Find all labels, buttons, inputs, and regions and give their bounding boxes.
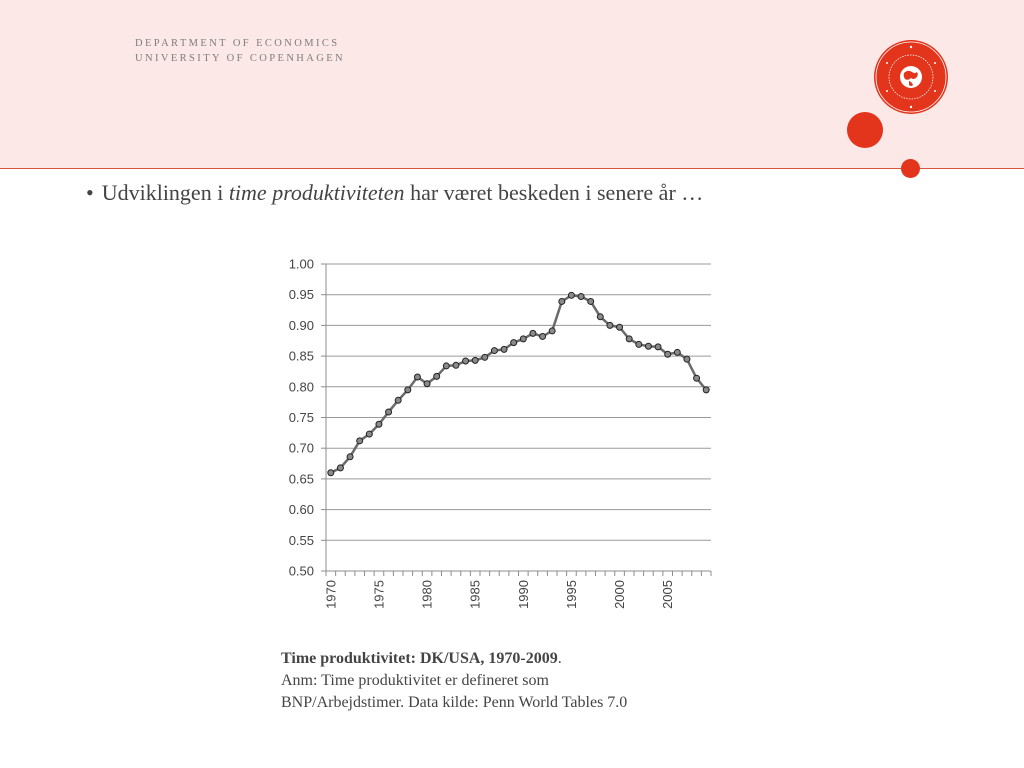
chart-caption: Time produktivitet: DK/USA, 1970-2009. A…	[281, 648, 761, 714]
data-point	[375, 420, 383, 428]
data-point	[433, 372, 441, 380]
data-point	[336, 464, 344, 472]
x-tick-label: 1985	[468, 580, 483, 609]
y-tick-label: 1.00	[289, 257, 314, 272]
y-tick-label: 0.85	[289, 349, 314, 364]
x-tick-label: 2000	[612, 580, 627, 609]
bullet-text-end: har været beskeden i senere år …	[404, 180, 704, 205]
bullet-text-start: Udviklingen i	[101, 180, 229, 205]
university-line: UNIVERSITY OF COPENHAGEN	[135, 53, 346, 64]
data-point	[654, 343, 662, 351]
data-point	[702, 386, 710, 394]
data-point	[365, 430, 373, 438]
y-tick-label: 0.75	[289, 410, 314, 425]
data-point	[500, 345, 508, 353]
data-point	[625, 335, 633, 343]
data-point	[664, 350, 672, 358]
data-point	[587, 297, 595, 305]
header-band: DEPARTMENT OF ECONOMICS UNIVERSITY OF CO…	[0, 0, 1024, 169]
productivity-line-chart: 0.50 0.55 0.60 0.65 0.70 0.75 0.80 0.85 0.90 0.95…	[289, 257, 712, 609]
x-tick-label: 1970	[323, 580, 338, 609]
data-point	[616, 323, 624, 331]
x-tick-label: 1995	[564, 580, 579, 609]
y-tick-label: 0.60	[289, 502, 314, 517]
x-tick-label: 1975	[371, 580, 386, 609]
data-point	[644, 342, 652, 350]
data-point	[548, 327, 556, 335]
university-seal-icon	[874, 40, 948, 114]
data-point	[635, 340, 643, 348]
y-tick-label: 0.55	[289, 533, 314, 548]
data-point	[462, 357, 470, 365]
caption-source: BNP/Arbejdstimer. Data kilde: Penn World…	[281, 694, 628, 711]
caption-title-suffix: .	[557, 650, 562, 667]
caption-title: Time produktivitet: DK/USA, 1970-2009	[281, 650, 558, 667]
data-point	[481, 353, 489, 361]
x-tick-label: 1990	[516, 580, 531, 609]
decorative-dot-large	[847, 112, 883, 148]
data-point	[413, 373, 421, 381]
x-tick-label: 1980	[420, 580, 435, 609]
data-point	[471, 356, 479, 364]
bullet-point: • Udviklingen i time produktiviteten har …	[86, 180, 703, 206]
data-point	[404, 386, 412, 394]
y-tick-label: 0.95	[289, 287, 314, 302]
department-line: DEPARTMENT OF ECONOMICS	[135, 38, 340, 49]
data-point	[510, 339, 518, 347]
data-point	[693, 374, 701, 382]
bullet-mark: •	[86, 180, 94, 205]
y-tick-label: 0.90	[289, 318, 314, 333]
y-tick-label: 0.80	[289, 379, 314, 394]
y-tick-label: 0.50	[289, 564, 314, 579]
data-point	[683, 355, 691, 363]
data-point	[577, 293, 585, 301]
data-point	[596, 313, 604, 321]
department-title: DEPARTMENT OF ECONOMICS UNIVERSITY OF CO…	[135, 36, 345, 66]
data-point	[452, 361, 460, 369]
data-point	[567, 291, 575, 299]
bullet-text-italic: time produktiviteten	[228, 180, 405, 205]
data-point	[490, 347, 498, 355]
data-point	[394, 396, 402, 404]
data-point	[558, 297, 566, 305]
data-point	[606, 321, 614, 329]
data-point	[519, 335, 527, 343]
data-point	[327, 469, 335, 477]
decorative-dot-small	[901, 159, 920, 178]
caption-note: Anm: Time produktivitet er defineret som	[281, 672, 549, 689]
data-point	[539, 332, 547, 340]
data-point	[346, 453, 354, 461]
data-point	[529, 329, 537, 337]
data-point	[673, 348, 681, 356]
data-point	[442, 362, 450, 370]
y-tick-label: 0.65	[289, 471, 314, 486]
data-point	[356, 437, 364, 445]
x-tick-label: 2005	[660, 580, 675, 609]
data-point	[423, 380, 431, 388]
y-tick-label: 0.70	[289, 441, 314, 456]
data-point	[385, 408, 393, 416]
series-line	[330, 294, 708, 474]
